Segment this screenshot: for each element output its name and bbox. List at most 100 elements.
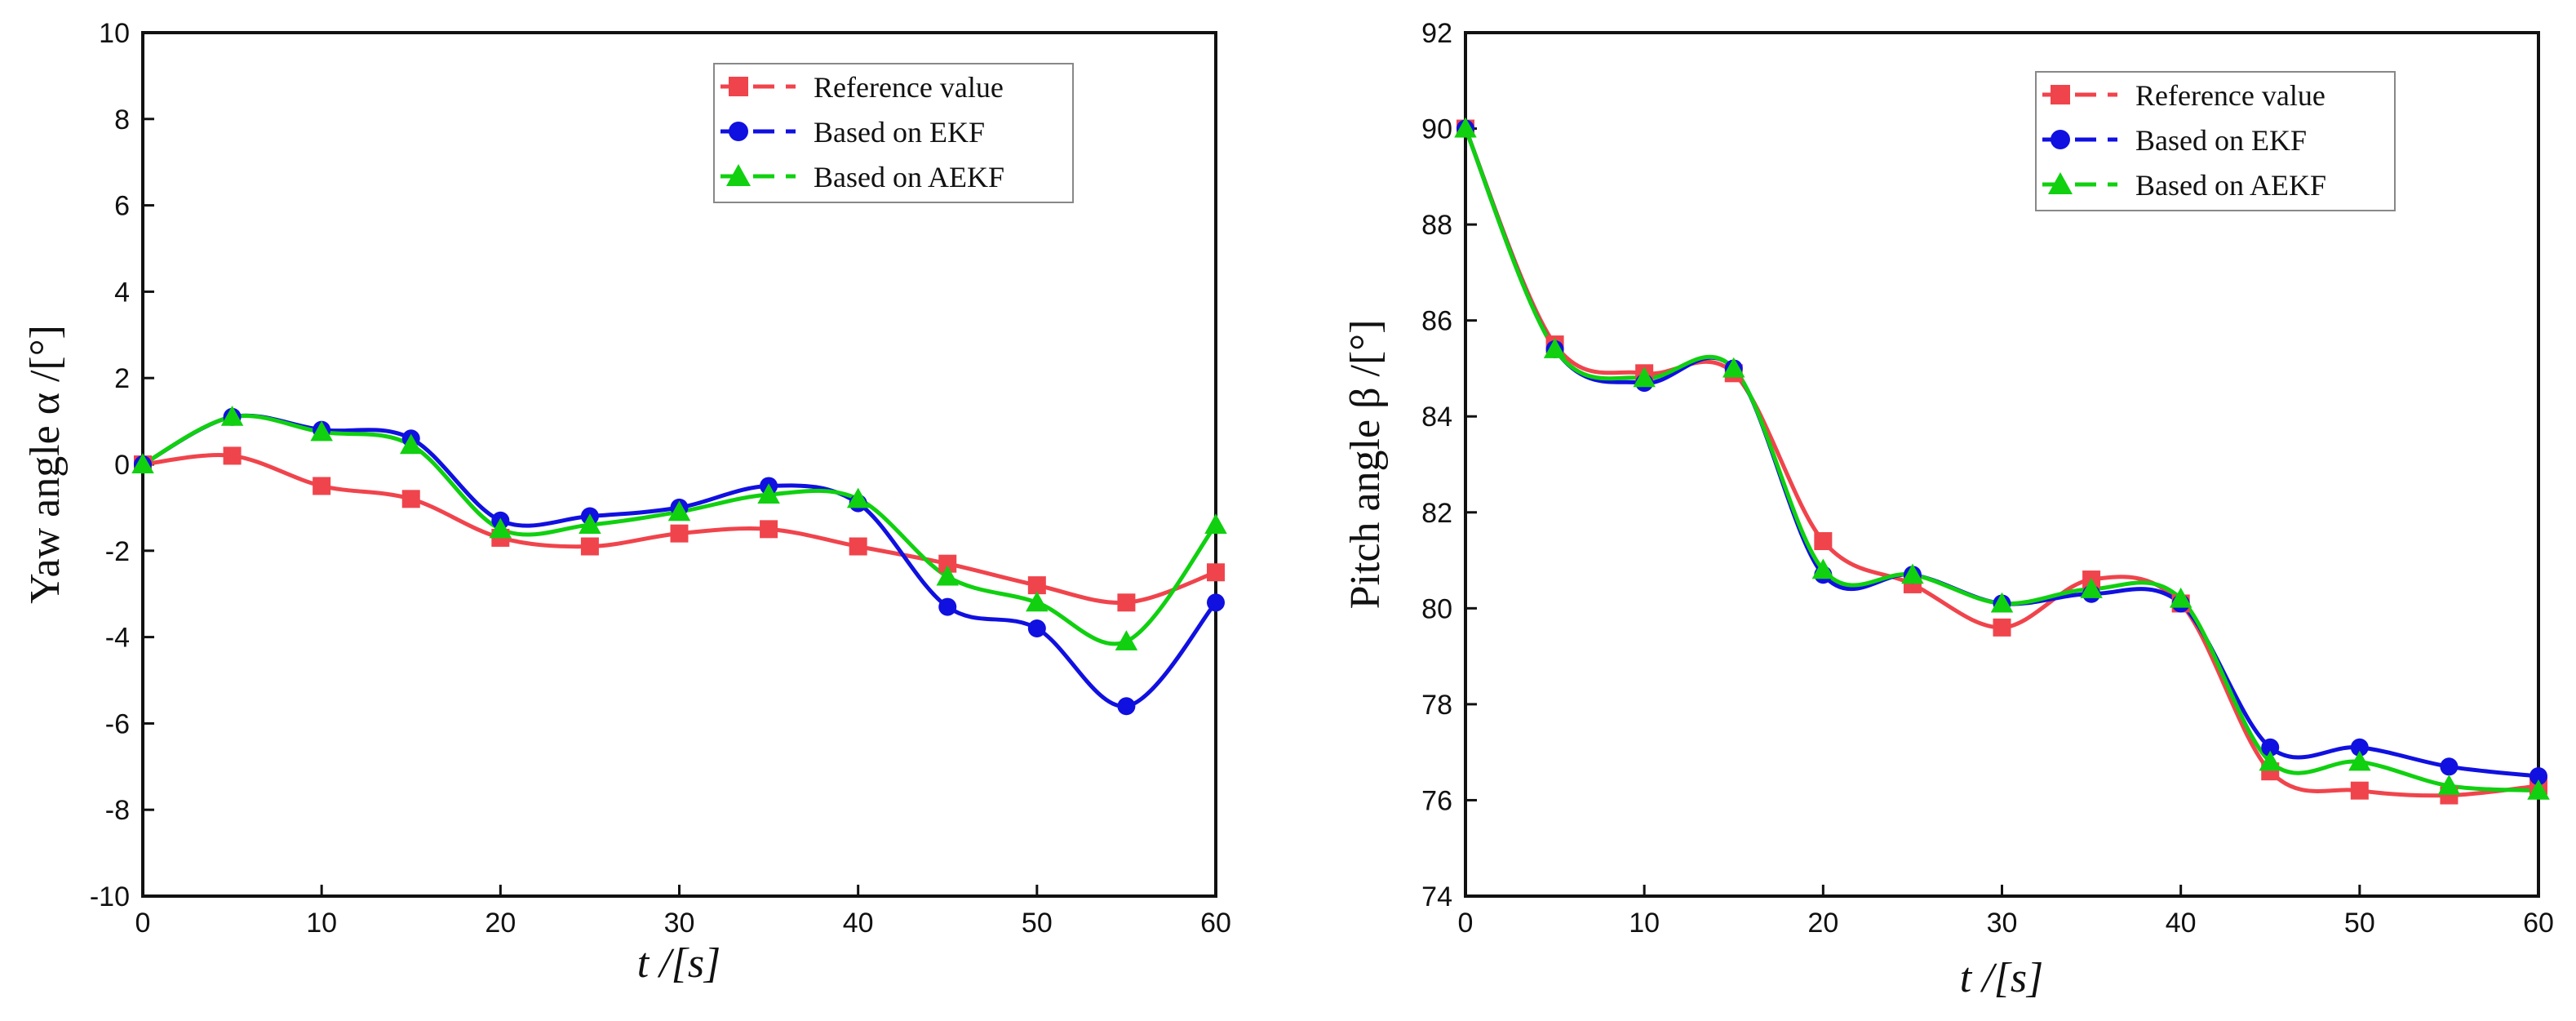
pitch-data-point-triangle bbox=[2080, 578, 2103, 598]
yaw-data-point-triangle bbox=[1026, 591, 1049, 612]
yaw-y-tick-label: -6 bbox=[105, 708, 130, 739]
yaw-data-point-square bbox=[1207, 563, 1225, 582]
pitch-series-line-square bbox=[1463, 127, 2541, 798]
pitch-y-tick-label: 88 bbox=[1421, 210, 1452, 241]
pitch-y-tick-label: 90 bbox=[1421, 114, 1452, 145]
pitch-y-tick-label: 74 bbox=[1421, 881, 1452, 912]
pitch-legend-marker-square bbox=[2051, 85, 2070, 104]
yaw-data-point-square bbox=[223, 446, 242, 465]
pitch-x-axis-label: t /[s] bbox=[1960, 955, 2044, 1001]
yaw-data-point-square bbox=[401, 490, 420, 508]
pitch-data-point-triangle bbox=[1633, 366, 1656, 388]
pitch-data-point-triangle bbox=[2527, 779, 2550, 800]
yaw-x-tick-label: 20 bbox=[485, 908, 516, 939]
yaw-legend-marker-square bbox=[729, 77, 748, 96]
pitch-y-tick-label: 76 bbox=[1421, 785, 1452, 816]
pitch-data-point-circle bbox=[2529, 767, 2547, 786]
yaw-data-point-circle bbox=[938, 597, 957, 616]
yaw-data-point-triangle bbox=[310, 420, 333, 442]
pitch-x-tick-label: 20 bbox=[1807, 908, 1838, 939]
yaw-x-tick-label: 50 bbox=[1022, 908, 1053, 939]
yaw-y-tick-label: -8 bbox=[105, 795, 130, 826]
yaw-y-tick-label: 6 bbox=[114, 191, 130, 222]
pitch-legend-marker-circle bbox=[2051, 130, 2070, 149]
pitch-data-point-square bbox=[2350, 781, 2369, 800]
yaw-data-point-triangle bbox=[400, 433, 423, 455]
yaw-data-point-square bbox=[849, 537, 867, 556]
yaw-chart-marks: 0 10 20 30 40 50 60 -10 -8 -6 -4 -2 0 2 4 6 8 10 bbox=[90, 18, 1231, 939]
yaw-y-tick-label: -10 bbox=[90, 881, 130, 912]
yaw-data-point-triangle bbox=[846, 487, 870, 508]
pitch-data-point-circle bbox=[2350, 738, 2369, 757]
pitch-y-tick-label: 78 bbox=[1421, 690, 1452, 721]
yaw-y-tick-label: 0 bbox=[114, 450, 130, 481]
pitch-y-tick-label: 84 bbox=[1421, 402, 1452, 433]
yaw-legend-label: Based on AEKF bbox=[814, 161, 1004, 193]
pitch-y-tick-label: 92 bbox=[1421, 18, 1452, 49]
yaw-data-point-square bbox=[1027, 576, 1046, 595]
pitch-legend-label: Based on EKF bbox=[2135, 124, 2307, 157]
yaw-y-axis-label: Yaw angle α /[°] bbox=[22, 325, 69, 604]
yaw-x-tick-label: 40 bbox=[843, 908, 874, 939]
yaw-legend-marker-triangle bbox=[726, 164, 751, 186]
pitch-x-tick-label: 10 bbox=[1629, 908, 1660, 939]
pitch-legend-marker-triangle bbox=[2048, 172, 2073, 194]
pitch-xlabel-var: t /[s] bbox=[1960, 955, 2044, 1001]
pitch-y-axis-label: Pitch angle β /[°] bbox=[1342, 320, 1389, 610]
yaw-data-point-square bbox=[1117, 593, 1136, 612]
yaw-y-tick-label: 10 bbox=[99, 18, 130, 49]
pitch-x-tick-label: 40 bbox=[2166, 908, 2197, 939]
yaw-data-point-triangle bbox=[489, 517, 512, 539]
pitch-x-tick-label: 60 bbox=[2523, 908, 2554, 939]
yaw-x-tick-label: 30 bbox=[664, 908, 695, 939]
yaw-legend-label: Based on EKF bbox=[814, 116, 985, 149]
yaw-x-axis-label: t /[s] bbox=[637, 940, 721, 987]
yaw-y-tick-label: -2 bbox=[105, 536, 130, 567]
pitch-legend-label: Reference value bbox=[2135, 79, 2325, 112]
pitch-y-tick-label: 86 bbox=[1421, 306, 1452, 337]
yaw-data-point-triangle bbox=[1204, 513, 1227, 535]
pitch-y-tick-label: 82 bbox=[1421, 498, 1452, 529]
yaw-data-point-triangle bbox=[1115, 630, 1138, 650]
yaw-data-point-triangle bbox=[936, 565, 959, 586]
yaw-y-tick-label: -4 bbox=[105, 623, 130, 654]
pitch-data-point-triangle bbox=[2348, 750, 2371, 771]
yaw-data-point-square bbox=[580, 537, 599, 556]
yaw-data-point-triangle bbox=[220, 406, 244, 426]
yaw-legend: Reference value Based on EKF Based on AEKF bbox=[713, 63, 1074, 203]
pitch-legend-label: Based on AEKF bbox=[2135, 169, 2326, 202]
pitch-chart: t /[s] Pitch angle β /[°] Reference valu… bbox=[1342, 31, 2540, 1001]
pitch-data-point-triangle bbox=[1811, 558, 1835, 579]
yaw-legend-marker-circle bbox=[729, 122, 748, 141]
pitch-chart-marks: 0 10 20 30 40 50 60 74 76 78 80 82 84 86 88 90 92 bbox=[1421, 18, 2554, 939]
pitch-data-point-triangle bbox=[1543, 338, 1567, 358]
yaw-data-point-square bbox=[938, 554, 957, 573]
yaw-data-point-circle bbox=[1117, 697, 1136, 716]
pitch-data-point-square bbox=[1814, 532, 1833, 551]
pitch-data-point-triangle bbox=[1990, 592, 2014, 613]
yaw-data-point-triangle bbox=[667, 500, 691, 522]
pitch-x-tick-label: 50 bbox=[2344, 908, 2375, 939]
pitch-x-tick-label: 0 bbox=[1458, 908, 1474, 939]
pitch-data-point-triangle bbox=[1901, 563, 1924, 584]
pitch-series-line-triangle bbox=[1463, 127, 2541, 793]
yaw-chart: t /[s] Yaw angle α /[°] Reference value B… bbox=[22, 31, 1217, 987]
yaw-data-point-circle bbox=[1207, 593, 1225, 612]
pitch-data-point-circle bbox=[2440, 757, 2459, 776]
pitch-legend: Reference value Based on EKF Based on AEKF bbox=[2035, 71, 2396, 211]
pitch-data-point-circle bbox=[2261, 738, 2280, 757]
yaw-xlabel-var: t /[s] bbox=[637, 940, 721, 987]
pitch-data-point-triangle bbox=[1723, 357, 1745, 378]
pitch-data-point-square bbox=[1993, 618, 2011, 637]
yaw-y-tick-label: 8 bbox=[114, 104, 130, 135]
yaw-data-point-square bbox=[670, 524, 689, 543]
pitch-data-point-triangle bbox=[2169, 587, 2192, 608]
yaw-y-tick-label: 4 bbox=[114, 277, 130, 308]
pitch-data-point-triangle bbox=[2259, 750, 2281, 771]
yaw-data-point-square bbox=[760, 520, 778, 539]
pitch-y-tick-label: 80 bbox=[1421, 593, 1452, 624]
pitch-data-point-triangle bbox=[2437, 775, 2461, 795]
yaw-x-tick-label: 60 bbox=[1200, 908, 1231, 939]
yaw-data-point-triangle bbox=[757, 483, 780, 504]
